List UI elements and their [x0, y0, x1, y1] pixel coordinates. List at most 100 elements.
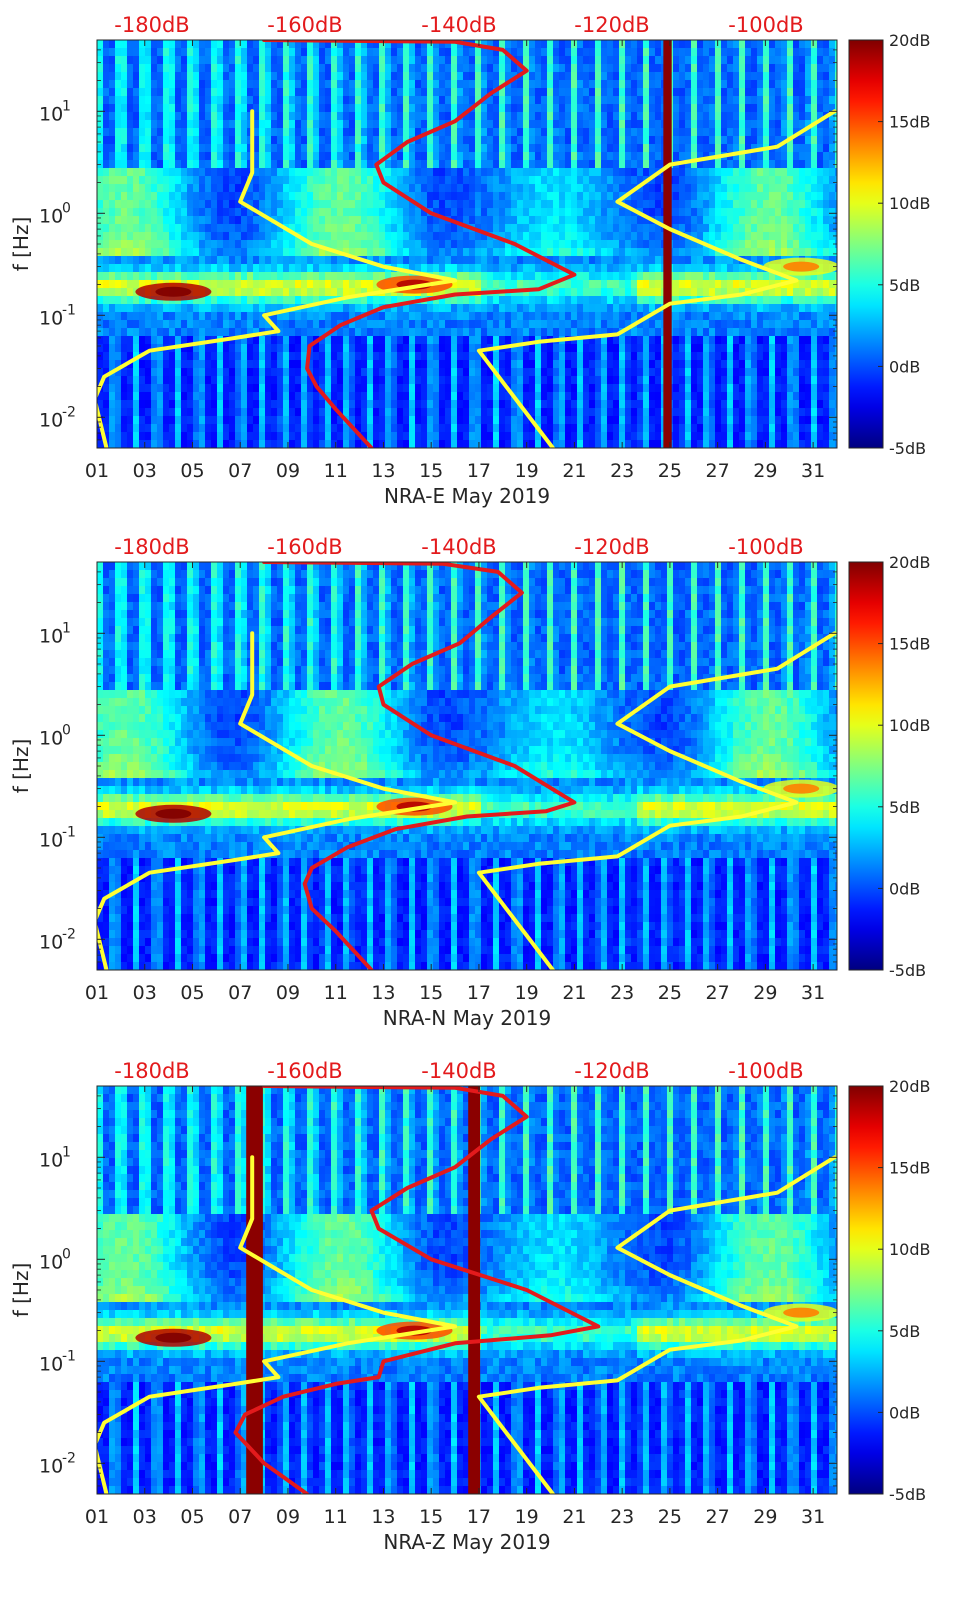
- x-tick-label: 03: [133, 982, 157, 1004]
- y-tick-exponent: 0: [62, 200, 71, 216]
- x-tick-label: 21: [562, 982, 586, 1004]
- x-tick-label: 25: [658, 982, 682, 1004]
- top-db-label: -180dB: [114, 13, 189, 37]
- y-tick-exponent: -2: [62, 404, 76, 420]
- x-tick-label: 19: [515, 460, 539, 482]
- series-line-2: [262, 40, 577, 448]
- colorbar-label: 15dB: [889, 635, 931, 654]
- y-tick-label: 10: [39, 1149, 63, 1171]
- top-db-label: -120dB: [574, 1059, 649, 1083]
- top-db-label: -140dB: [421, 1059, 496, 1083]
- colorbar: [848, 561, 884, 971]
- y-tick-exponent: 0: [62, 722, 71, 738]
- y-tick-exponent: -1: [62, 302, 76, 318]
- series-line-2: [262, 562, 577, 970]
- x-tick-label: 31: [801, 982, 825, 1004]
- x-tick-label: 19: [515, 982, 539, 1004]
- y-tick-exponent: 0: [62, 1246, 71, 1262]
- x-tick-label: 01: [85, 1506, 109, 1528]
- series-line-1: [97, 109, 458, 448]
- top-db-label: -120dB: [574, 535, 649, 559]
- y-tick-label: 10: [39, 829, 63, 851]
- x-tick-label: 21: [562, 1506, 586, 1528]
- x-tick-label: 13: [371, 982, 395, 1004]
- x-tick-label: 11: [324, 982, 348, 1004]
- x-tick-label: 09: [276, 982, 300, 1004]
- saturated-band: [246, 1086, 263, 1494]
- y-tick-exponent: 1: [62, 620, 71, 636]
- colorbar-label: 10dB: [889, 194, 931, 213]
- top-db-label: -180dB: [114, 535, 189, 559]
- y-tick-label: 10: [39, 1455, 63, 1477]
- top-db-label: -140dB: [421, 535, 496, 559]
- panel-1: 01 03 05 07 09 11 13 15 17 19 21 23 25 27 29 3110-210-1…: [9, 13, 931, 508]
- y-tick-label: 10: [39, 1251, 63, 1273]
- colorbar-label: 15dB: [889, 113, 931, 132]
- x-tick-label: 15: [419, 982, 443, 1004]
- x-tick-label: 17: [467, 460, 491, 482]
- x-tick-label: 31: [801, 460, 825, 482]
- x-tick-label: 11: [324, 1506, 348, 1528]
- spectrogram-heatmap: [97, 40, 837, 448]
- x-axis-label: NRA-Z May 2019: [383, 1530, 550, 1554]
- top-db-label: -100dB: [728, 13, 803, 37]
- y-tick-label: 10: [39, 931, 63, 953]
- x-tick-label: 09: [276, 1506, 300, 1528]
- x-tick-label: 05: [180, 460, 204, 482]
- top-db-label: -100dB: [728, 535, 803, 559]
- series-line-3: [476, 109, 837, 448]
- x-tick-label: 25: [658, 460, 682, 482]
- x-tick-label: 03: [133, 1506, 157, 1528]
- y-tick-label: 10: [39, 307, 63, 329]
- x-tick-label: 27: [706, 460, 730, 482]
- y-axis-label: f [Hz]: [9, 1263, 33, 1318]
- x-tick-label: 01: [85, 460, 109, 482]
- colorbar-label: 10dB: [889, 716, 931, 735]
- x-tick-label: 27: [706, 1506, 730, 1528]
- y-axis-label: f [Hz]: [9, 739, 33, 794]
- saturated-band: [468, 1086, 481, 1494]
- x-axis-label: NRA-E May 2019: [384, 484, 550, 508]
- x-tick-label: 27: [706, 982, 730, 1004]
- panel-3: 01 03 05 07 09 11 13 15 17 19 21 23 25 27 29 3110-210-1…: [9, 1059, 931, 1554]
- saturated-band: [663, 40, 672, 448]
- top-db-label: -120dB: [574, 13, 649, 37]
- x-tick-label: 21: [562, 460, 586, 482]
- top-db-label: -140dB: [421, 13, 496, 37]
- colorbar: [848, 39, 884, 449]
- colorbar-label: 20dB: [889, 1077, 931, 1096]
- x-tick-label: 17: [467, 982, 491, 1004]
- x-tick-label: 03: [133, 460, 157, 482]
- y-axis-label: f [Hz]: [9, 217, 33, 272]
- series-line-2: [233, 1086, 601, 1494]
- series-line-1: [97, 631, 458, 970]
- x-tick-label: 07: [228, 460, 252, 482]
- y-tick-exponent: -2: [62, 926, 76, 942]
- top-db-label: -160dB: [267, 1059, 342, 1083]
- x-tick-label: 17: [467, 1506, 491, 1528]
- colorbar-label: 5dB: [889, 276, 920, 295]
- colorbar-label: -5dB: [889, 439, 926, 458]
- colorbar-label: -5dB: [889, 961, 926, 980]
- spectrogram-heatmap: [97, 562, 837, 970]
- colorbar-label: 5dB: [889, 798, 920, 817]
- x-tick-label: 23: [610, 460, 634, 482]
- series-line-3: [476, 631, 837, 970]
- x-tick-label: 23: [610, 982, 634, 1004]
- colorbar: [848, 1085, 884, 1495]
- x-tick-label: 23: [610, 1506, 634, 1528]
- y-tick-label: 10: [39, 409, 63, 431]
- colorbar-label: 10dB: [889, 1240, 931, 1259]
- colorbar-label: 0dB: [889, 357, 920, 376]
- y-tick-label: 10: [39, 727, 63, 749]
- x-tick-label: 31: [801, 1506, 825, 1528]
- x-tick-label: 29: [753, 1506, 777, 1528]
- top-db-label: -180dB: [114, 1059, 189, 1083]
- x-tick-label: 05: [180, 1506, 204, 1528]
- y-tick-label: 10: [39, 625, 63, 647]
- x-tick-label: 09: [276, 460, 300, 482]
- spectrogram-heatmap: [97, 1086, 837, 1494]
- colorbar-label: 20dB: [889, 31, 931, 50]
- y-tick-exponent: 1: [62, 98, 71, 114]
